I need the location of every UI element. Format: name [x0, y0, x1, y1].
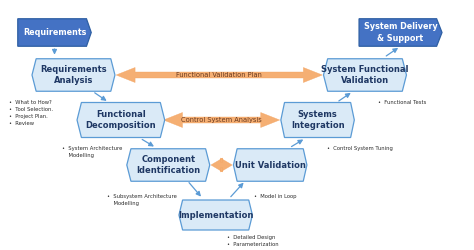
Polygon shape — [164, 112, 280, 128]
Text: •  System Architecture
    Modelling: • System Architecture Modelling — [62, 146, 122, 158]
Text: •  What to How?
•  Tool Selection.
•  Project Plan.
•  Review: • What to How? • Tool Selection. • Proje… — [9, 100, 54, 126]
Polygon shape — [233, 149, 307, 181]
Text: Functional
Decomposition: Functional Decomposition — [86, 110, 156, 130]
Text: •  Detailed Design
•  Parameterization: • Detailed Design • Parameterization — [227, 235, 278, 247]
Text: Unit Validation: Unit Validation — [235, 160, 306, 170]
Text: Requirements: Requirements — [23, 28, 86, 37]
Text: •  Functional Tests: • Functional Tests — [378, 100, 427, 105]
Polygon shape — [127, 149, 210, 181]
Polygon shape — [323, 59, 407, 91]
Polygon shape — [359, 19, 442, 46]
Text: Requirements
Analysis: Requirements Analysis — [40, 65, 107, 85]
Polygon shape — [77, 102, 165, 138]
Text: •  Subsystem Architecture
    Modelling: • Subsystem Architecture Modelling — [107, 194, 176, 206]
Text: System Delivery
& Support: System Delivery & Support — [364, 22, 438, 42]
Polygon shape — [32, 59, 115, 91]
Text: Control System Analysis: Control System Analysis — [181, 117, 262, 123]
Polygon shape — [18, 19, 91, 46]
Polygon shape — [116, 68, 322, 82]
Text: •  Model in Loop: • Model in Loop — [254, 194, 296, 199]
Polygon shape — [179, 200, 252, 230]
Text: Component
Identification: Component Identification — [136, 155, 201, 175]
Text: Functional Validation Plan: Functional Validation Plan — [176, 72, 262, 78]
Text: System Functional
Validation: System Functional Validation — [321, 65, 409, 85]
Text: Systems
Integration: Systems Integration — [291, 110, 345, 130]
Polygon shape — [281, 102, 354, 138]
Polygon shape — [211, 158, 232, 172]
Text: Implementation: Implementation — [178, 210, 254, 220]
Text: •  Control System Tuning: • Control System Tuning — [327, 146, 393, 151]
